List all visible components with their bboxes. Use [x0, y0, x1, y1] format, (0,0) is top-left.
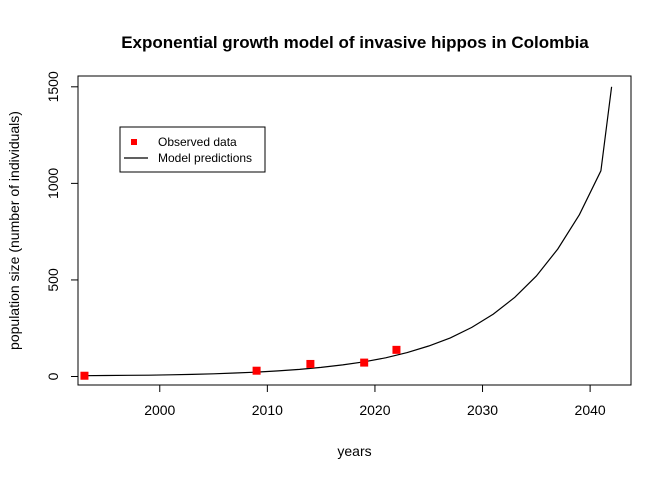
legend-box [119, 126, 266, 173]
observed-data-point [360, 358, 369, 367]
x-tick-label: 2010 [252, 402, 283, 418]
observed-data-point [306, 359, 315, 368]
y-tick-label: 0 [45, 372, 61, 380]
y-tick-label: 1000 [45, 168, 61, 199]
x-tick-label: 2030 [467, 402, 498, 418]
x-axis: 2000 2010 2020 2030 2040 [144, 384, 606, 418]
y-axis: 0 500 1000 1500 [45, 71, 79, 380]
y-axis-label: population size (number of individuals) [6, 111, 22, 350]
x-tick-label: 2040 [575, 402, 606, 418]
legend: Observed data Model predictions [119, 126, 266, 173]
series-layer [80, 86, 613, 380]
chart-title: Exponential growth model of invasive hip… [121, 33, 589, 52]
x-tick-label: 2020 [359, 402, 390, 418]
legend-marker-observed [131, 139, 137, 145]
x-tick-label: 2000 [144, 402, 175, 418]
observed-data-point [80, 371, 89, 380]
legend-label: Model predictions [158, 151, 252, 165]
observed-data-point [392, 345, 401, 354]
x-axis-label: years [337, 443, 371, 459]
y-tick-label: 500 [45, 268, 61, 292]
y-tick-label: 1500 [45, 71, 61, 102]
legend-label: Observed data [158, 135, 237, 149]
observed-data-point [252, 366, 261, 375]
model-prediction-line [84, 86, 613, 377]
plot-frame [77, 75, 632, 386]
